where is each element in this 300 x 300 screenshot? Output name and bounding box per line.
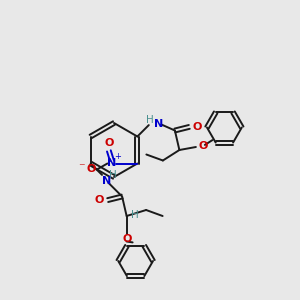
Text: +: + <box>114 152 121 161</box>
Text: O: O <box>198 141 208 151</box>
Text: O: O <box>104 138 114 148</box>
Text: O: O <box>95 195 104 205</box>
Text: N: N <box>154 119 164 130</box>
Text: ⁻: ⁻ <box>78 161 84 175</box>
Text: N: N <box>102 176 111 186</box>
Text: O: O <box>86 164 96 175</box>
Text: O: O <box>193 122 202 132</box>
Text: H: H <box>131 209 139 220</box>
Text: H: H <box>146 115 154 125</box>
Text: H: H <box>109 170 117 181</box>
Text: N: N <box>107 158 116 169</box>
Text: O: O <box>122 234 132 244</box>
